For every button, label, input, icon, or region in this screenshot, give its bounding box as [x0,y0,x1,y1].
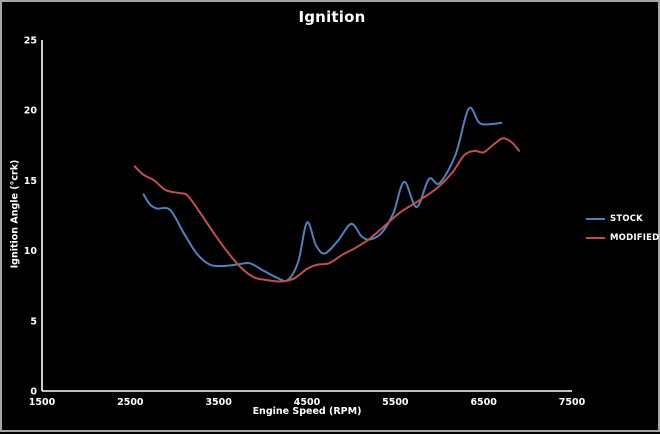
x-axis-title: Engine Speed (RPM) [252,406,362,417]
y-tick-label: 0 [30,387,37,398]
legend-label-modified: MODIFIED [610,233,660,243]
x-tick-label: 5500 [382,397,409,408]
series-stock-line [142,106,503,282]
legend-item-stock: STOCK [586,214,659,224]
legend-label-stock: STOCK [610,214,643,224]
x-tick-label: 1500 [29,397,56,408]
legend-item-modified: MODIFIED [586,233,659,243]
x-tick-label: 3500 [205,397,232,408]
legend-swatch-stock [586,218,605,220]
x-tick-label: 6500 [470,397,497,408]
y-tick-label: 5 [30,316,37,327]
y-tick-label: 15 [24,176,37,187]
x-tick-label: 4500 [294,397,321,408]
series-modified-line [133,137,520,283]
x-tick-label: 7500 [559,397,586,408]
legend: STOCK MODIFIED [586,214,659,243]
y-tick-label: 20 [24,106,38,117]
x-tick-label: 2500 [117,397,144,408]
y-tick-label: 10 [24,246,38,257]
chart-title: Ignition [298,8,366,26]
y-tick-label: 25 [24,36,37,47]
legend-swatch-modified [586,237,605,239]
